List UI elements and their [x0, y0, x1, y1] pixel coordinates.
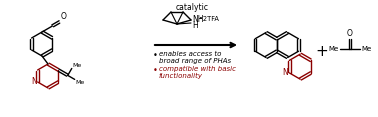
Text: O: O — [347, 29, 353, 38]
Text: N: N — [31, 77, 37, 86]
Text: •2TFA: •2TFA — [199, 16, 219, 22]
Text: •: • — [153, 51, 158, 60]
Text: N: N — [283, 68, 288, 77]
Text: broad range of PHAs: broad range of PHAs — [159, 58, 231, 64]
Text: enables access to: enables access to — [159, 51, 222, 57]
Text: Me: Me — [76, 80, 85, 85]
Text: Me: Me — [329, 46, 339, 52]
Text: •: • — [153, 66, 158, 75]
Text: catalytic: catalytic — [175, 3, 209, 12]
Text: Me: Me — [73, 63, 82, 68]
Text: +: + — [316, 44, 328, 60]
Text: functionality: functionality — [159, 73, 203, 79]
Text: NH: NH — [192, 15, 203, 24]
Text: Me: Me — [361, 46, 371, 52]
Text: O: O — [60, 12, 67, 21]
Text: compatible with basic: compatible with basic — [159, 66, 236, 72]
Text: H: H — [192, 22, 198, 31]
